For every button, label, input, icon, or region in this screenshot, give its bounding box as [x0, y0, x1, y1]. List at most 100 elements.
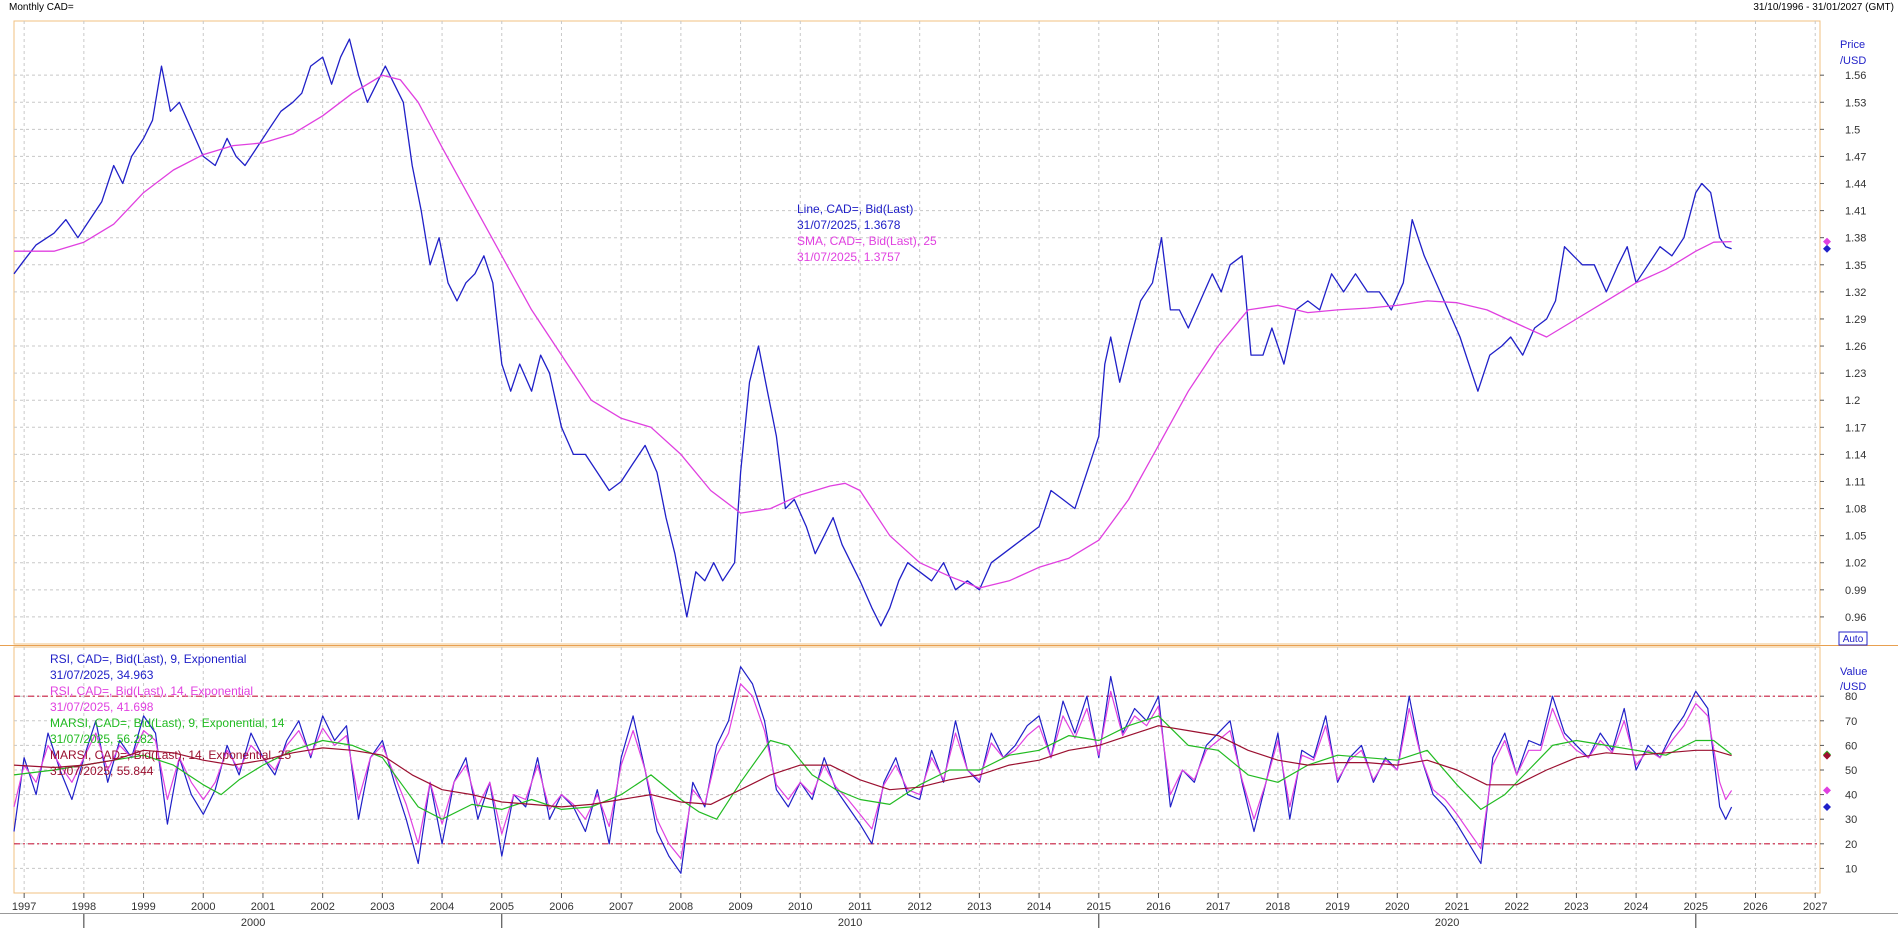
year-tick-label: 2023 [1564, 901, 1588, 913]
price-axis-title: Price [1840, 39, 1865, 51]
year-tick-label: 2027 [1803, 901, 1827, 913]
indicator-legend-entry: MARSI, CAD=, Bid(Last), 9, Exponential, … [50, 716, 285, 730]
price-axis[interactable]: 0.96 0.99 1.02 1.05 1.08 1.11 1.14 1.17 1.2 1.23 1… [1820, 70, 1866, 624]
price-axis-unit: /USD [1840, 55, 1866, 67]
year-tick-label: 2014 [1027, 901, 1051, 913]
year-tick-label: 1999 [131, 901, 155, 913]
time-axis[interactable]: 1997 1998 1999 2000 2001 2002 2003 2004 2005 2006… [0, 893, 1898, 929]
year-tick-label: 2019 [1325, 901, 1349, 913]
year-tick-label: 2008 [669, 901, 693, 913]
year-tick-label: 2002 [310, 901, 334, 913]
year-tick-label: 2009 [728, 901, 752, 913]
indicator-series-group [13, 666, 1733, 874]
value-tick-label: 70 [1845, 716, 1857, 728]
price-tick-label: 1.44 [1845, 179, 1866, 191]
rsi-9-series-marker [1823, 802, 1831, 811]
price-tick-label: 0.96 [1845, 612, 1866, 624]
marsi-9-series [13, 715, 1732, 820]
value-tick-label: 20 [1845, 839, 1857, 851]
price-tick-label: 1.17 [1845, 422, 1866, 434]
indicator-legend-entry: 31/07/2025, 34.963 [50, 668, 154, 682]
year-tick-label: 2010 [788, 901, 812, 913]
value-tick-label: 80 [1845, 691, 1857, 703]
year-tick-label: 2005 [490, 901, 514, 913]
indicator-legend-entry: 31/07/2025, 41.698 [50, 700, 154, 714]
price-legend-entry: SMA, CAD=, Bid(Last), 25 [797, 234, 937, 248]
price-legend: Line, CAD=, Bid(Last) 31/07/2025, 1.3678 S… [797, 202, 937, 264]
year-tick-label: 2016 [1146, 901, 1170, 913]
value-tick-label: 50 [1845, 765, 1857, 777]
year-tick-label: 2003 [370, 901, 394, 913]
price-grid [14, 21, 1820, 644]
decade-tick-label: 2010 [838, 917, 862, 929]
year-tick-label: 2012 [907, 901, 931, 913]
price-tick-label: 1.08 [1845, 504, 1866, 516]
rsi-14-series [13, 683, 1733, 860]
year-tick-label: 2022 [1504, 901, 1528, 913]
price-tick-label: 1.05 [1845, 531, 1866, 543]
value-axis-title: Value [1840, 666, 1867, 678]
price-tick-label: 1.29 [1845, 314, 1866, 326]
price-tick-label: 0.99 [1845, 585, 1866, 597]
year-tick-label: 2026 [1743, 901, 1767, 913]
price-legend-entry: 31/07/2025, 1.3678 [797, 218, 901, 232]
price-tick-label: 1.41 [1845, 206, 1866, 218]
year-tick-label: 2025 [1684, 901, 1708, 913]
year-tick-label: 2018 [1266, 901, 1290, 913]
price-tick-label: 1.35 [1845, 260, 1866, 272]
indicator-legend-entry: MARSI, CAD=, Bid(Last), 14, Exponential,… [50, 748, 291, 762]
price-line-series-marker [1823, 244, 1831, 253]
indicator-legend-entry: RSI, CAD=, Bid(Last), 9, Exponential [50, 652, 246, 666]
price-tick-label: 1.38 [1845, 233, 1866, 245]
year-tick-label: 1998 [72, 901, 96, 913]
price-tick-label: 1.5 [1845, 124, 1860, 136]
value-axis-unit: /USD [1840, 681, 1866, 693]
price-tick-label: 1.02 [1845, 558, 1866, 570]
price-legend-entry: 31/07/2025, 1.3757 [797, 250, 901, 264]
price-tick-label: 1.2 [1845, 395, 1860, 407]
year-tick-label: 2017 [1206, 901, 1230, 913]
marsi-14-series [13, 725, 1732, 808]
value-tick-label: 30 [1845, 814, 1857, 826]
price-tick-label: 1.14 [1845, 449, 1866, 461]
value-tick-label: 40 [1845, 790, 1857, 802]
price-legend-entry: Line, CAD=, Bid(Last) [797, 202, 913, 216]
year-tick-label: 2015 [1087, 901, 1111, 913]
sma-25-series-marker [1823, 237, 1831, 246]
value-tick-label: 60 [1845, 740, 1857, 752]
marsi-14-series-marker [1823, 751, 1831, 760]
price-tick-label: 1.47 [1845, 151, 1866, 163]
price-tick-label: 1.11 [1845, 476, 1866, 488]
indicator-legend-entry: RSI, CAD=, Bid(Last), 14, Exponential [50, 684, 253, 698]
year-tick-label: 2024 [1624, 901, 1648, 913]
date-range: 31/10/1996 - 31/01/2027 (GMT) [1753, 2, 1894, 13]
price-series-group [13, 38, 1732, 627]
decade-tick-label: 2020 [1435, 917, 1459, 929]
year-tick-label: 1997 [12, 901, 36, 913]
indicator-legend-entry: 31/07/2025, 55.844 [50, 764, 154, 778]
price-tick-label: 1.26 [1845, 341, 1866, 353]
rsi-14-series-marker [1823, 786, 1831, 795]
value-axis[interactable]: 10 20 30 40 50 60 70 80 [1820, 691, 1857, 875]
year-tick-label: 2001 [251, 901, 275, 913]
year-tick-label: 2000 [191, 901, 215, 913]
year-tick-label: 2020 [1385, 901, 1409, 913]
price-tick-label: 1.53 [1845, 97, 1866, 109]
auto-scale-label: Auto [1843, 634, 1864, 645]
indicator-legend: RSI, CAD=, Bid(Last), 9, Exponential 31/0… [50, 652, 291, 778]
year-tick-label: 2021 [1445, 901, 1469, 913]
indicator-legend-entry: 31/07/2025, 56.282 [50, 732, 154, 746]
price-panel-border [13, 20, 1821, 645]
year-tick-label: 2011 [848, 901, 872, 913]
auto-scale-button[interactable]: Auto [1838, 631, 1868, 646]
year-tick-label: 2004 [430, 901, 454, 913]
rsi-9-series [13, 666, 1733, 874]
last-value-markers [1823, 237, 1831, 811]
decade-tick-label: 2000 [241, 917, 265, 929]
value-tick-label: 10 [1845, 863, 1857, 875]
year-tick-label: 2013 [967, 901, 991, 913]
price-tick-label: 1.56 [1845, 70, 1866, 82]
price-tick-label: 1.23 [1845, 368, 1866, 380]
